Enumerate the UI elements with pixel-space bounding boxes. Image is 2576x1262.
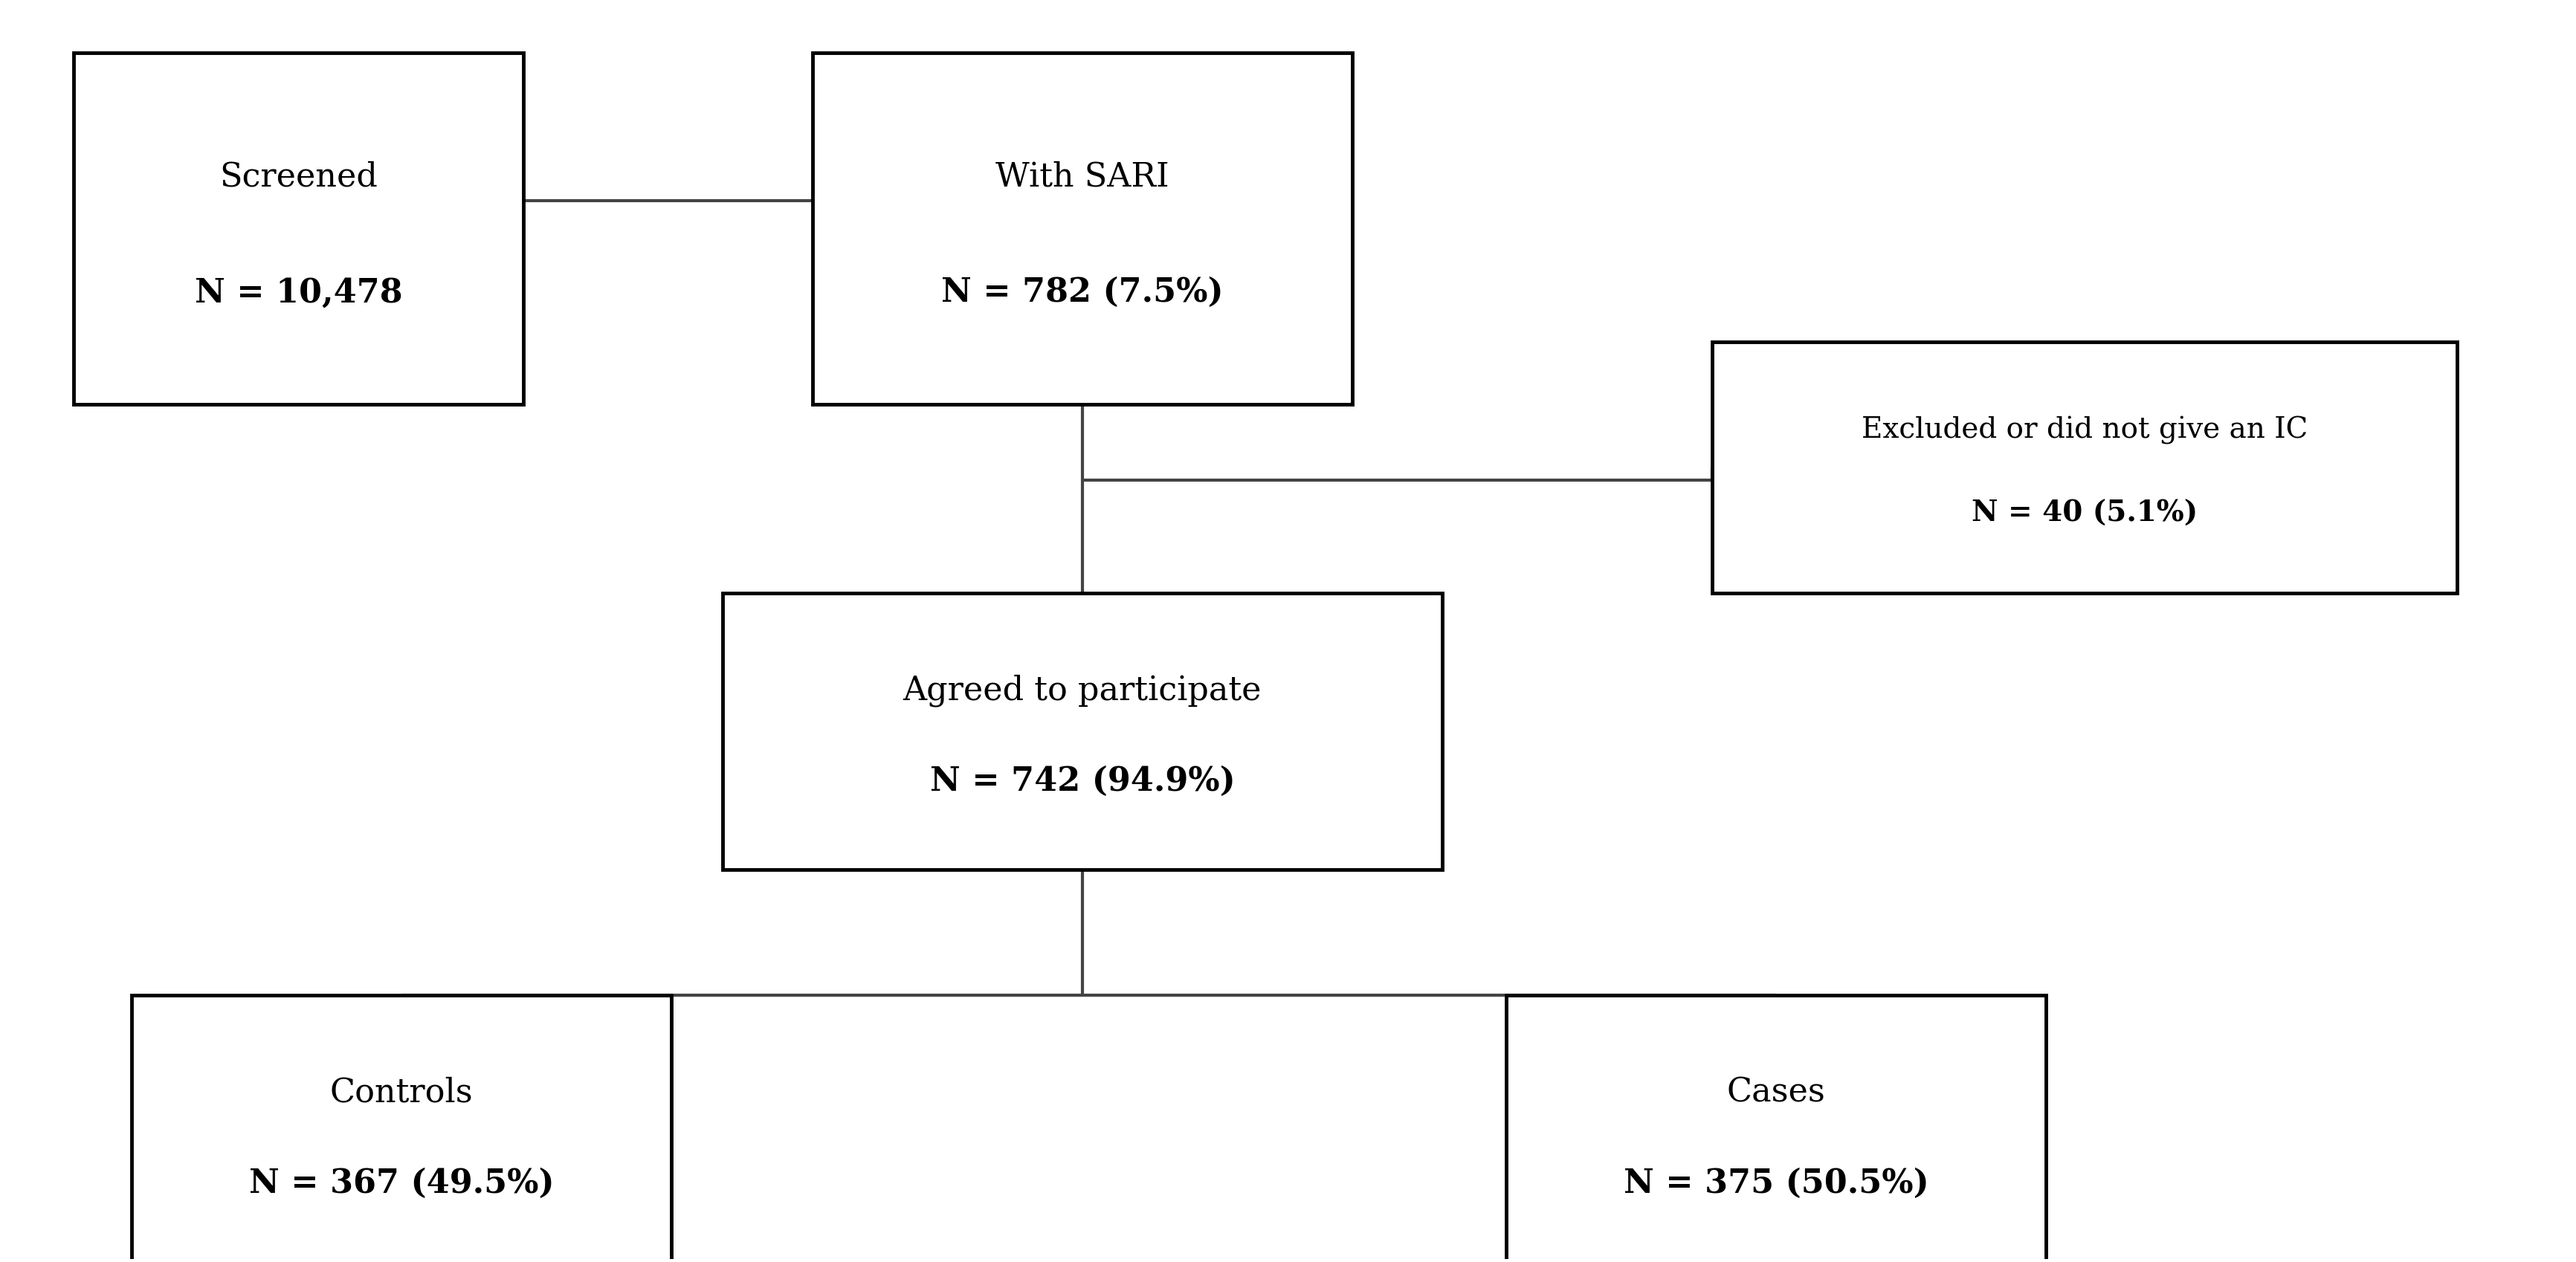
Text: Cases: Cases bbox=[1726, 1075, 1826, 1108]
FancyBboxPatch shape bbox=[1507, 996, 2045, 1262]
Text: N = 782 (7.5%): N = 782 (7.5%) bbox=[940, 276, 1224, 308]
Text: N = 40 (5.1%): N = 40 (5.1%) bbox=[1971, 498, 2197, 528]
FancyBboxPatch shape bbox=[131, 996, 672, 1262]
Text: N = 375 (50.5%): N = 375 (50.5%) bbox=[1623, 1167, 1929, 1199]
Text: Agreed to participate: Agreed to participate bbox=[904, 674, 1262, 707]
Text: With SARI: With SARI bbox=[994, 160, 1170, 192]
Text: N = 742 (94.9%): N = 742 (94.9%) bbox=[930, 765, 1234, 798]
FancyBboxPatch shape bbox=[75, 53, 523, 405]
FancyBboxPatch shape bbox=[811, 53, 1352, 405]
Text: N = 10,478: N = 10,478 bbox=[196, 276, 402, 308]
FancyBboxPatch shape bbox=[1713, 342, 2458, 593]
Text: Controls: Controls bbox=[330, 1075, 474, 1108]
Text: Excluded or did not give an IC: Excluded or did not give an IC bbox=[1862, 416, 2308, 444]
Text: N = 367 (49.5%): N = 367 (49.5%) bbox=[250, 1167, 554, 1199]
FancyBboxPatch shape bbox=[724, 593, 1443, 870]
Text: Screened: Screened bbox=[219, 160, 379, 192]
